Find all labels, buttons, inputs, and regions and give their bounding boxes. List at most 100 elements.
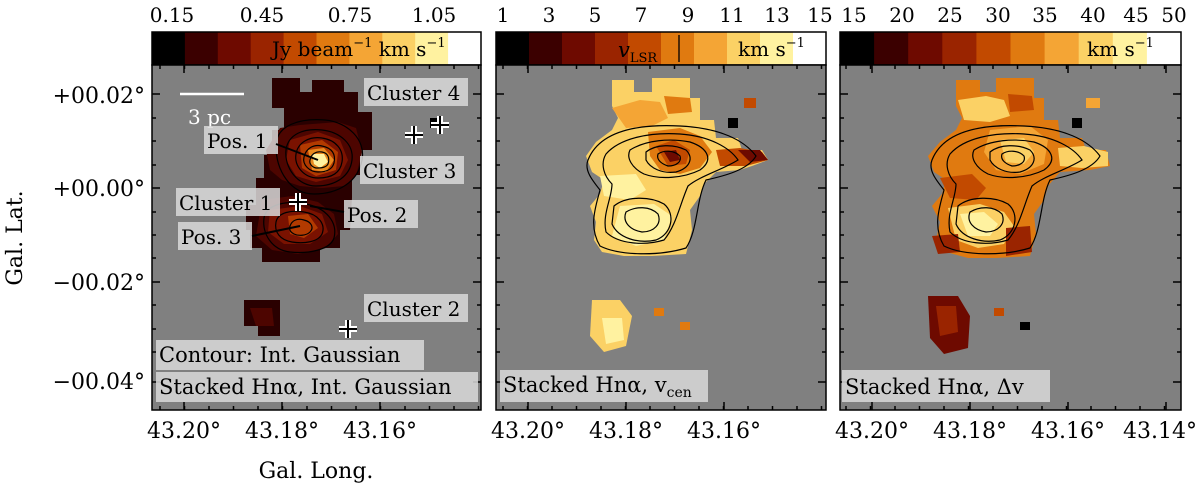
label-box bbox=[178, 222, 252, 250]
x-tick-label: 43.20° bbox=[147, 419, 221, 444]
colorbar-tick: 15 bbox=[841, 3, 866, 27]
caption-width: Stacked Hnα, Δv bbox=[842, 370, 1050, 402]
panel-velocity bbox=[495, 64, 827, 411]
x-axis-label: Gal. Long. bbox=[259, 459, 374, 484]
colorbar-swatch bbox=[217, 32, 252, 65]
colorbar-swatch bbox=[250, 32, 285, 65]
x-axis: 43.20° 43.18° 43.16° 43.20° 43.18° 43.16… bbox=[147, 419, 1197, 484]
colorbar-label-part: Jy beam bbox=[270, 37, 353, 61]
colorbar-swatch bbox=[448, 32, 482, 65]
velocity-map bbox=[586, 78, 768, 352]
colorbar-swatch bbox=[152, 32, 186, 65]
contours bbox=[930, 125, 1101, 255]
x-tick-label: 43.16° bbox=[687, 419, 761, 444]
linewidth-map bbox=[928, 78, 1110, 354]
label-pos1: Pos. 1 bbox=[207, 129, 267, 153]
colorbar-swatch bbox=[595, 32, 629, 65]
colorbar-label-part: km s bbox=[372, 37, 426, 61]
y-axis-label: Gal. Lat. bbox=[3, 190, 28, 285]
colorbar-label: Jy beam−1 km s−1 bbox=[270, 36, 446, 61]
colorbar-tick: 1 bbox=[497, 3, 510, 27]
colorbar-tick: 35 bbox=[1032, 3, 1057, 27]
colorbar-swatch bbox=[840, 32, 875, 65]
y-tick-label: −00.02° bbox=[53, 271, 145, 296]
colorbar-swatch bbox=[694, 32, 728, 65]
tick-marks bbox=[152, 65, 1181, 410]
caption-box bbox=[156, 340, 424, 370]
caption-contour: Contour: Int. Gaussian bbox=[159, 343, 400, 367]
colorbar-swatch bbox=[283, 32, 317, 65]
colorbar-swatch bbox=[1010, 32, 1046, 65]
colorbar-tick: 5 bbox=[589, 3, 602, 27]
colorbar-tick: 30 bbox=[985, 3, 1010, 27]
x-tick-label: 43.18° bbox=[589, 419, 663, 444]
colorbar-tick: 50 bbox=[1161, 3, 1186, 27]
caption-sub: cen bbox=[667, 385, 692, 401]
x-tick-label: 43.20° bbox=[491, 419, 565, 444]
x-tick-label: 43.20° bbox=[835, 419, 909, 444]
colorbar-label: km s−1 bbox=[738, 36, 805, 61]
colorbar-label-unit: km s bbox=[738, 37, 786, 61]
colorbar-swatch bbox=[1146, 32, 1182, 65]
colorbar-tick: 11 bbox=[719, 3, 744, 27]
colorbar-tick: 3 bbox=[543, 3, 556, 27]
y-tick-label: +00.00° bbox=[53, 177, 145, 202]
colorbar-label-sub: LSR bbox=[630, 51, 659, 66]
cluster-marker bbox=[431, 116, 449, 134]
colorbar-label-unit: km s bbox=[1087, 37, 1135, 61]
scale-bar-label: 3 pc bbox=[188, 105, 231, 129]
annotations-intensity: 3 pc Pos. 1 Cluster 4 Cluster 3 Cluster … bbox=[156, 78, 478, 402]
colorbar-tick: 20 bbox=[889, 3, 914, 27]
label-box bbox=[364, 294, 468, 322]
colorbar-tick: 15 bbox=[807, 3, 832, 27]
colorbar-label-main: v bbox=[618, 38, 630, 62]
label-pos3: Pos. 3 bbox=[181, 225, 241, 249]
colorbar-swatch bbox=[1112, 32, 1148, 65]
colorbar-intensity: 0.15 0.45 0.75 1.05 Jy beam−1 km s−1 bbox=[150, 3, 482, 66]
colorbar-tick: 45 bbox=[1123, 3, 1148, 27]
x-tick-label: 43.18° bbox=[245, 419, 319, 444]
caption-box bbox=[842, 370, 1050, 402]
label-cluster2: Cluster 2 bbox=[367, 297, 460, 321]
caption-main: Stacked Hnα, v bbox=[503, 373, 667, 397]
colorbar-swatch bbox=[976, 32, 1011, 65]
colorbar-swatch bbox=[908, 32, 943, 65]
contours bbox=[586, 125, 757, 255]
colorbar-tick: 13 bbox=[764, 3, 789, 27]
pointer-line bbox=[309, 205, 345, 213]
label-pos2: Pos. 2 bbox=[347, 203, 407, 227]
x-tick-label: 43.16° bbox=[1031, 419, 1105, 444]
label-box bbox=[360, 156, 464, 184]
colorbar-swatch bbox=[562, 32, 596, 65]
caption-width-text: Stacked Hnα, Δv bbox=[845, 375, 1024, 399]
caption-velocity-text: Stacked Hnα, vcen bbox=[503, 373, 692, 401]
colorbar-swatch bbox=[529, 32, 563, 65]
colorbar-tick: 7 bbox=[635, 3, 648, 27]
label-box bbox=[344, 200, 418, 228]
colorbar-swatch bbox=[874, 32, 909, 65]
y-tick-label: −00.04° bbox=[53, 370, 145, 395]
colorbar-velocity: 1 3 5 7 9 11 13 15 vLSR km s−1 bbox=[495, 3, 833, 66]
cluster-marker bbox=[289, 193, 307, 211]
panel-width bbox=[839, 64, 1182, 411]
colorbar-tick: 25 bbox=[937, 3, 962, 27]
caption-box bbox=[156, 372, 478, 402]
pointer-line bbox=[251, 225, 301, 237]
colorbar-swatch bbox=[942, 32, 977, 65]
pointer-line bbox=[275, 143, 319, 161]
x-tick-label: 43.14° bbox=[1123, 419, 1197, 444]
label-cluster1: Cluster 1 bbox=[179, 191, 272, 215]
y-tick-label: +00.02° bbox=[53, 84, 145, 109]
colorbar-label-exp: −1 bbox=[786, 36, 805, 51]
colorbar-label-exp: −1 bbox=[426, 36, 445, 51]
colorbar-label-exp: −1 bbox=[353, 36, 372, 51]
colorbar-tick: 9 bbox=[682, 3, 695, 27]
colorbar-label-exp: −1 bbox=[1135, 36, 1154, 51]
colorbar-label: vLSR bbox=[618, 38, 658, 66]
colorbar-swatch bbox=[793, 32, 827, 65]
colorbar-swatch bbox=[184, 32, 219, 65]
caption-box bbox=[500, 370, 708, 402]
colorbar-swatch bbox=[661, 32, 695, 65]
colorbar-swatch bbox=[1044, 32, 1080, 65]
